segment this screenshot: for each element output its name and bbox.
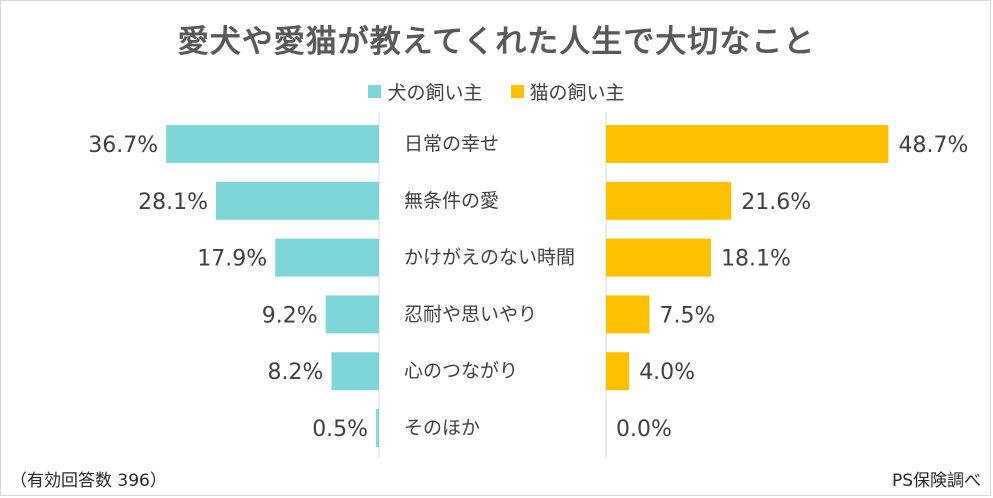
dog-value-label-1: 36.7% (88, 133, 158, 158)
dog-value-label-5: 8.2% (268, 360, 324, 385)
dog-value-label-4: 9.2% (262, 303, 318, 328)
dog-bar-6 (376, 409, 379, 447)
dog-bar-2 (216, 181, 379, 220)
dog-bar-1 (166, 125, 379, 163)
dog-value-label-2: 28.1% (138, 190, 208, 215)
cat-bar-4 (606, 295, 650, 334)
category-label-3: かけがえのない時間 (404, 247, 575, 269)
legend-item-dog: 犬の飼い主 (368, 78, 483, 105)
cat-bar-5 (606, 352, 630, 391)
cat-value-label-2: 21.6% (741, 190, 811, 215)
legend-label-cat: 猫の飼い主 (529, 82, 625, 104)
cat-value-label-5: 4.0% (639, 360, 695, 385)
cat-value-label-6: 0.0% (616, 417, 672, 442)
legend-label-dog: 犬の飼い主 (387, 82, 483, 104)
cat-bar-2 (606, 181, 732, 220)
cat-value-label-3: 18.1% (721, 247, 791, 272)
sample-size-note: （有効回答数 396） (10, 471, 167, 491)
cat-value-label-1: 48.7% (898, 133, 968, 158)
category-label-6: そのほか (404, 417, 480, 439)
legend-swatch-cat (510, 85, 524, 98)
dog-bar-5 (331, 352, 379, 391)
cat-bar-3 (606, 238, 711, 277)
dog-value-label-6: 0.5% (312, 417, 368, 442)
cat-value-label-4: 7.5% (660, 303, 716, 328)
dog-value-label-3: 17.9% (197, 247, 267, 272)
category-label-4: 忍耐や思いやり (404, 303, 537, 325)
category-label-2: 無条件の愛 (404, 190, 499, 212)
source-note: PS保険調べ (891, 471, 981, 491)
category-label-5: 心のつながり (404, 360, 518, 382)
cat-bar-1 (606, 125, 889, 163)
category-label-1: 日常の幸せ (404, 133, 499, 155)
chart-legend: 犬の飼い主 猫の飼い主 (0, 78, 993, 105)
chart-title: 愛犬や愛猫が教えてくれた人生で大切なこと (177, 24, 816, 60)
legend-item-cat: 猫の飼い主 (510, 78, 625, 105)
dog-bar-4 (325, 295, 379, 334)
legend-swatch-dog (368, 85, 382, 98)
dog-bar-3 (275, 238, 379, 277)
